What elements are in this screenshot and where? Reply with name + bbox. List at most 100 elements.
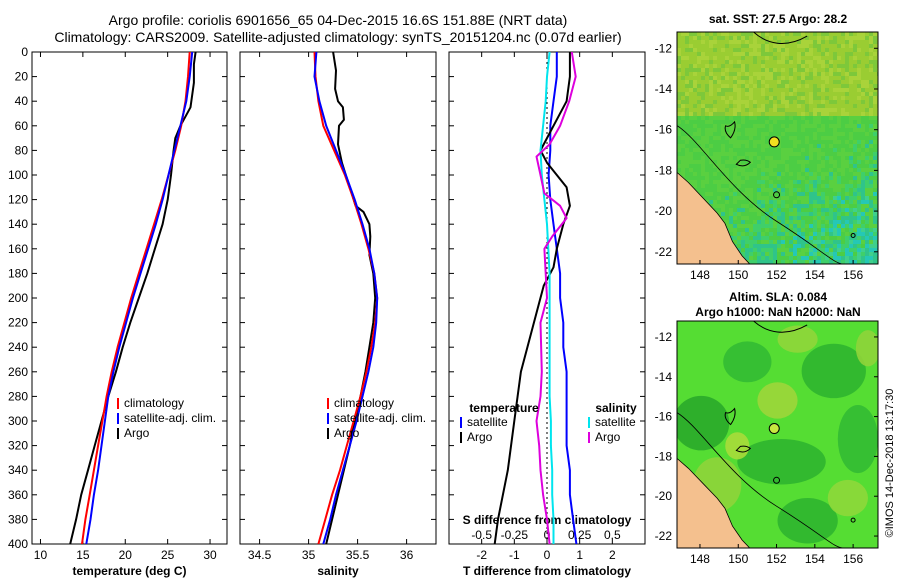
sst-cell — [853, 128, 857, 132]
sst-cell — [833, 152, 837, 156]
sst-cell — [741, 36, 745, 40]
sst-cell — [713, 172, 717, 176]
sst-cell — [745, 140, 749, 144]
sst-cell — [789, 116, 793, 120]
sst-cell — [869, 248, 873, 252]
sst-cell — [805, 180, 809, 184]
sst-cell — [853, 64, 857, 68]
sst-cell — [709, 84, 713, 88]
sst-cell — [845, 196, 849, 200]
sst-cell — [725, 60, 729, 64]
sst-cell — [741, 220, 745, 224]
sst-cell — [681, 68, 685, 72]
sst-cell — [765, 124, 769, 128]
sst-cell — [865, 160, 869, 164]
sst-cell — [765, 140, 769, 144]
sst-cell — [781, 160, 785, 164]
sst-cell — [813, 168, 817, 172]
sst-cell — [825, 80, 829, 84]
sst-cell — [769, 164, 773, 168]
sst-cell — [681, 88, 685, 92]
sst-cell — [757, 216, 761, 220]
sst-cell — [753, 104, 757, 108]
sst-cell — [741, 188, 745, 192]
sst-cell — [837, 192, 841, 196]
sst-cell — [869, 172, 873, 176]
sst-cell — [801, 72, 805, 76]
sst-cell — [845, 244, 849, 248]
sst-cell — [737, 240, 741, 244]
sst-cell — [809, 148, 813, 152]
sst-cell — [765, 36, 769, 40]
sst-cell — [769, 132, 773, 136]
sst-cell — [773, 96, 777, 100]
sst-cell — [717, 180, 721, 184]
sst-cell — [857, 200, 861, 204]
sst-cell — [697, 188, 701, 192]
sst-cell — [761, 180, 765, 184]
sst-cell — [857, 208, 861, 212]
sst-cell — [797, 256, 801, 260]
sst-cell — [737, 216, 741, 220]
sst-cell — [753, 92, 757, 96]
sst-cell — [753, 60, 757, 64]
sst-cell — [745, 76, 749, 80]
sst-cell — [821, 164, 825, 168]
sst-cell — [693, 60, 697, 64]
sst-cell — [733, 196, 737, 200]
sst-cell — [773, 216, 777, 220]
sst-cell — [749, 188, 753, 192]
sst-cell — [805, 216, 809, 220]
sst-cell — [841, 232, 845, 236]
sst-cell — [853, 144, 857, 148]
legend-label: satellite-adj. clim. — [334, 411, 426, 425]
sst-cell — [773, 116, 777, 120]
sst-cell — [741, 92, 745, 96]
sst-cell — [713, 32, 717, 36]
reef-contour — [773, 191, 781, 199]
sst-cell — [829, 240, 833, 244]
legend-label: climatology — [334, 396, 394, 410]
sst-cell — [857, 148, 861, 152]
sst-cell — [697, 108, 701, 112]
sst-cell — [805, 212, 809, 216]
sst-cell — [697, 76, 701, 80]
sst-cell — [869, 180, 873, 184]
sst-cell — [677, 116, 681, 120]
sst-cell — [861, 184, 865, 188]
sst-cell — [757, 128, 761, 132]
sst-cell — [745, 120, 749, 124]
sst-cell — [837, 164, 841, 168]
sst-cell — [825, 32, 829, 36]
sst-cell — [849, 116, 853, 120]
sst-cell — [813, 120, 817, 124]
sst-cell — [709, 192, 713, 196]
island-contour — [753, 321, 808, 333]
sst-cell — [833, 192, 837, 196]
sst-cell — [805, 132, 809, 136]
sst-cell — [849, 108, 853, 112]
sst-cell — [741, 232, 745, 236]
sst-cell — [761, 56, 765, 60]
sst-cell — [769, 128, 773, 132]
sst-cell — [701, 72, 705, 76]
sst-cell — [873, 220, 877, 224]
sst-cell — [677, 152, 681, 156]
sst-cell — [809, 188, 813, 192]
sst-cell — [773, 76, 777, 80]
sst-cell — [769, 116, 773, 120]
sst-cell — [741, 112, 745, 116]
sst-cell — [793, 68, 797, 72]
sst-cell — [785, 36, 789, 40]
sst-cell — [777, 212, 781, 216]
sst-cell — [773, 232, 777, 236]
sst-cell — [705, 140, 709, 144]
sst-cell — [849, 52, 853, 56]
sst-cell — [837, 32, 841, 36]
sst-cell — [761, 232, 765, 236]
sst-cell — [745, 244, 749, 248]
sst-cell — [857, 52, 861, 56]
sst-cell — [681, 84, 685, 88]
sst-cell — [861, 132, 865, 136]
sst-cell — [789, 88, 793, 92]
